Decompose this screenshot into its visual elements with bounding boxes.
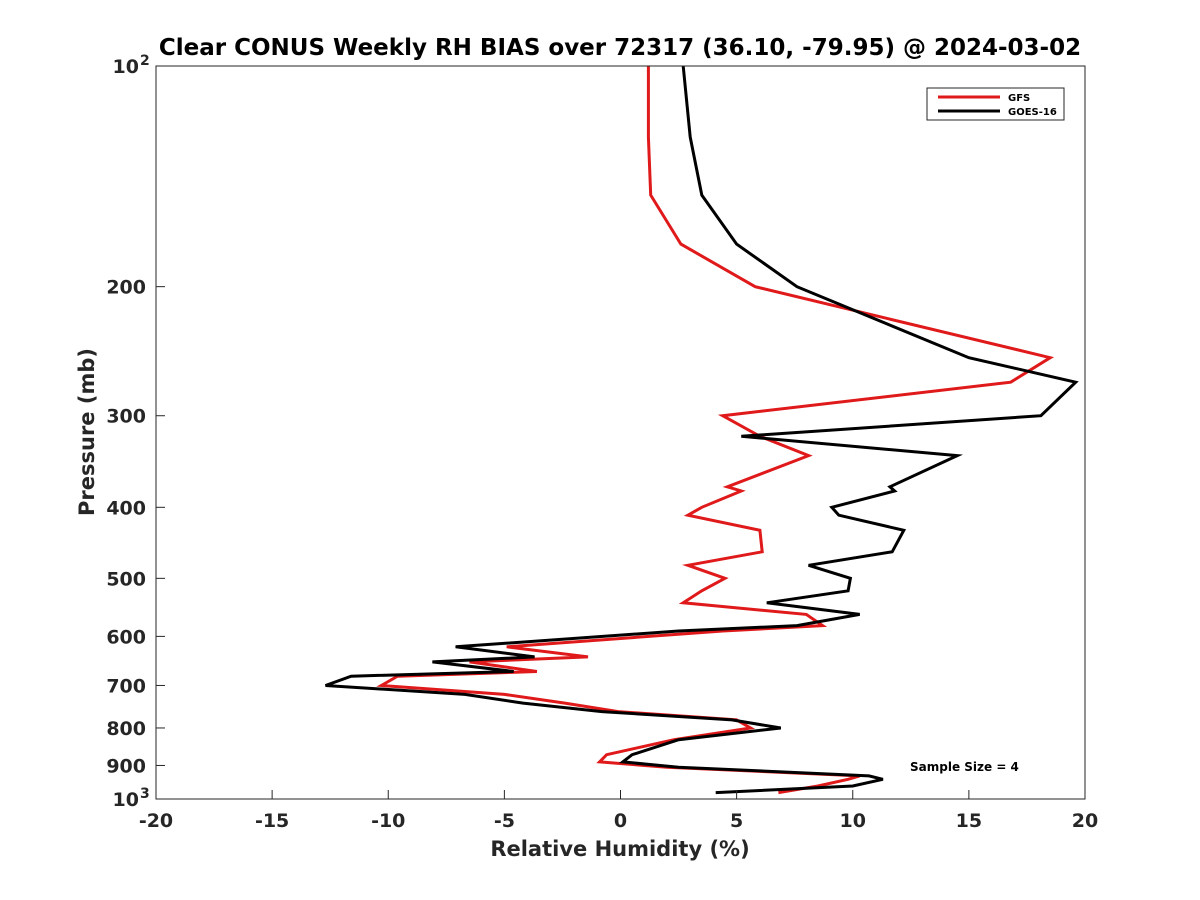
x-tick-label: 5 [730, 810, 743, 832]
legend: GFS GOES-16 [926, 87, 1065, 121]
series-line-gfs [376, 66, 1055, 795]
x-tick-label: -15 [255, 810, 289, 832]
y-tick-label: 800 [106, 718, 146, 740]
x-tick-label: 20 [1072, 810, 1098, 832]
x-tick-label: -10 [371, 810, 405, 832]
x-tick-label: 10 [840, 810, 866, 832]
sample-size-annotation: Sample Size = 4 [910, 760, 1019, 774]
y-tick-exponent: 2 [140, 53, 150, 69]
legend-entry-label: GFS [1008, 93, 1030, 104]
legend-entry-label: GOES-16 [1008, 107, 1057, 118]
y-tick-label: 300 [106, 406, 146, 428]
y-tick-exponent: 3 [140, 786, 150, 802]
chart-title: Clear CONUS Weekly RH BIAS over 72317 (3… [159, 35, 1081, 61]
y-tick-label: 200 [106, 277, 146, 299]
x-tick-label: -20 [139, 810, 173, 832]
y-tick-label: 900 [106, 755, 146, 777]
legend-box [926, 87, 1065, 121]
y-tick-label: 10 [113, 56, 139, 78]
x-tick-label: 0 [614, 810, 627, 832]
x-tick-label: -5 [494, 810, 515, 832]
plot-area-frame [155, 65, 1086, 800]
y-tick-label: 500 [106, 568, 146, 590]
y-tick-label: 400 [106, 497, 146, 519]
y-tick-label: 10 [113, 789, 139, 811]
plot-lines [324, 65, 1079, 795]
series-line-goes-16 [324, 65, 1079, 795]
y-tick-label: 600 [106, 626, 146, 648]
x-axis: -20 -15 -10 -5 0 5 10 15 20 [139, 790, 1098, 832]
x-tick-label: 15 [956, 810, 982, 832]
x-axis-label: Relative Humidity (%) [490, 837, 749, 861]
y-axis-label: Pressure (mb) [75, 348, 99, 516]
y-tick-label: 700 [106, 675, 146, 697]
